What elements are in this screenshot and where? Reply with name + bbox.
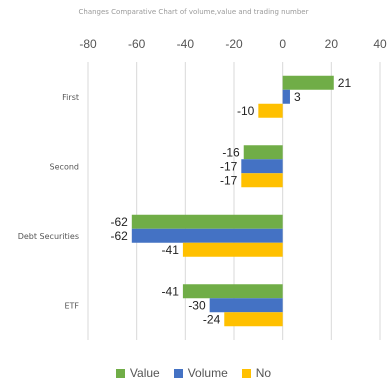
- legend-item-no: No: [241, 366, 272, 380]
- legend-swatch-value: [115, 368, 125, 378]
- legend-label-no: No: [255, 366, 272, 380]
- x-tick-label: -40: [177, 37, 195, 51]
- data-label: -16: [222, 145, 240, 159]
- x-tick-label: 20: [325, 37, 339, 51]
- bar-value: [282, 75, 334, 90]
- legend-item-value: Value: [115, 366, 160, 380]
- data-label: -17: [220, 159, 238, 173]
- data-label: -41: [162, 243, 180, 257]
- x-tick-label: -20: [225, 37, 243, 51]
- legend-label-volume: Volume: [187, 366, 228, 380]
- category-label: First: [62, 93, 79, 102]
- bar-volume: [131, 228, 283, 243]
- data-label: -24: [203, 312, 221, 326]
- bar-value: [243, 145, 283, 160]
- data-label: 3: [294, 90, 301, 104]
- legend-swatch-volume: [173, 368, 183, 378]
- data-label: -62: [110, 229, 128, 243]
- category-label: Debt Securities: [18, 232, 79, 241]
- x-tick-label: -60: [128, 37, 146, 51]
- bar-volume: [209, 298, 283, 313]
- bar-no: [241, 173, 283, 188]
- data-label: -10: [237, 104, 255, 118]
- category-label: ETF: [64, 301, 79, 310]
- legend-label-value: Value: [129, 366, 160, 380]
- x-tick-label: 40: [373, 37, 387, 51]
- legend-item-volume: Volume: [173, 366, 228, 380]
- data-label: -30: [188, 298, 206, 312]
- legend-swatch-no: [241, 368, 251, 378]
- legend: Value Volume No: [0, 366, 387, 380]
- chart-title: Changes Comparative Chart of volume,valu…: [78, 8, 309, 16]
- category-label: Second: [50, 162, 79, 171]
- bar-volume: [241, 159, 283, 174]
- bar-volume: [282, 89, 290, 104]
- bar-no: [182, 242, 283, 257]
- bar-value: [182, 284, 283, 299]
- data-label: -41: [162, 284, 180, 298]
- data-label: -17: [220, 173, 238, 187]
- data-label: -62: [110, 215, 128, 229]
- data-label: 21: [338, 76, 352, 90]
- bar-no: [224, 312, 283, 327]
- bar-value: [131, 214, 283, 229]
- x-tick-label: -80: [79, 37, 97, 51]
- bar-no: [258, 103, 283, 118]
- x-tick-label: 0: [279, 37, 286, 51]
